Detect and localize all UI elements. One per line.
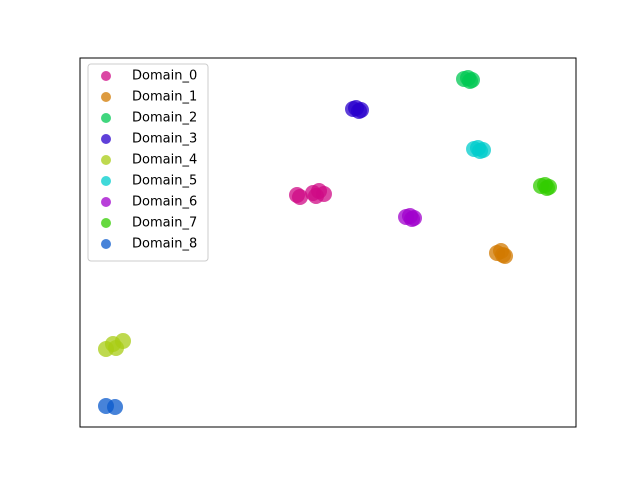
legend-label: Domain_7	[132, 216, 197, 231]
legend-marker	[101, 71, 111, 81]
legend-marker	[101, 239, 111, 249]
data-point	[406, 209, 423, 226]
legend-box	[87, 63, 209, 262]
data-point	[115, 332, 132, 349]
data-point	[497, 248, 514, 265]
data-point	[107, 399, 124, 416]
legend-marker	[101, 218, 111, 228]
data-point	[307, 188, 324, 205]
legend-label: Domain_0	[132, 69, 197, 84]
legend-label: Domain_3	[132, 132, 197, 147]
data-point	[291, 189, 308, 206]
data-point	[475, 141, 491, 158]
legend-label: Domain_6	[132, 195, 197, 210]
legend-label: Domain_5	[132, 174, 197, 189]
legend-label: Domain_4	[132, 153, 197, 168]
legend-marker	[101, 197, 111, 207]
legend-marker	[101, 92, 111, 102]
legend-marker	[101, 176, 111, 186]
plot-frame	[79, 57, 577, 428]
legend-marker	[101, 155, 111, 165]
data-point	[352, 101, 369, 118]
data-point	[541, 179, 558, 196]
legend-marker	[101, 134, 111, 144]
data-point	[463, 71, 480, 88]
legend-label: Domain_1	[132, 90, 197, 105]
legend-label: Domain_8	[132, 237, 197, 252]
legend-marker	[101, 113, 111, 123]
legend-label: Domain_2	[132, 111, 197, 126]
